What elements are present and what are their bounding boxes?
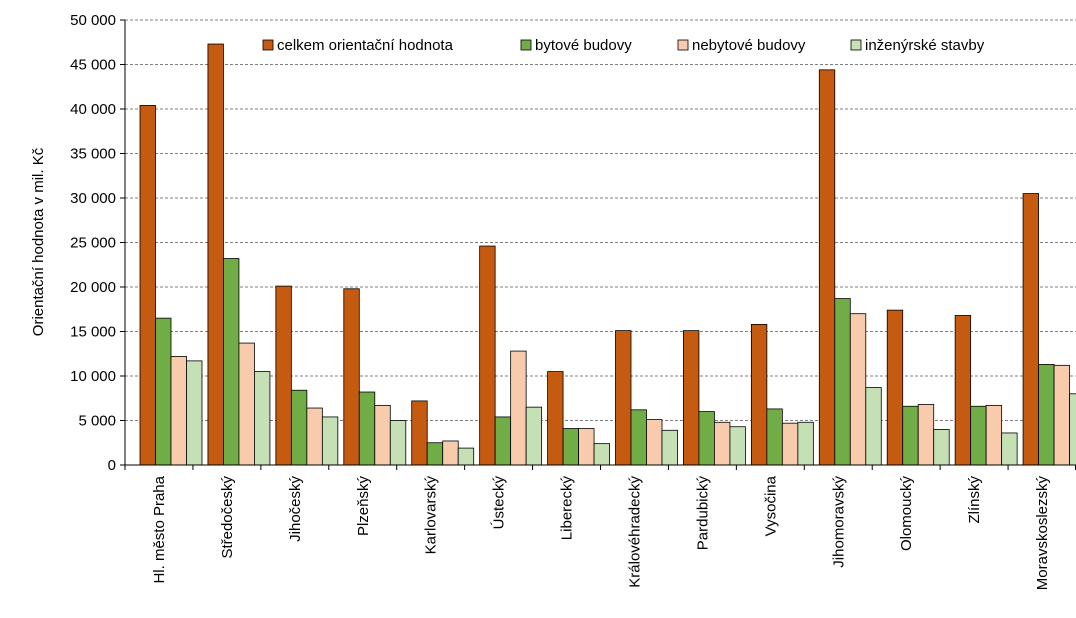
bar-4: [865, 387, 882, 466]
bar-4: [457, 447, 475, 466]
bar-1: [683, 330, 700, 466]
bar-4: [933, 428, 950, 466]
bar-2: [358, 391, 376, 466]
bar-3: [985, 404, 1003, 466]
bar-3: [170, 356, 187, 466]
y-tick-labels: 0 5 000 10 000 15 000 20 000 25 000 30 000 35 0…: [70, 12, 116, 474]
bar-1: [207, 43, 224, 466]
bar-1: [275, 285, 292, 466]
bar-4: [729, 426, 746, 466]
bar-3: [238, 342, 255, 466]
legend-swatch: [677, 39, 689, 51]
bar-1: [615, 330, 632, 466]
x-category-labels: Hl. město Praha Středočeský Jihočeský Plzeň…: [151, 475, 1051, 590]
bar-2: [698, 411, 715, 466]
x-category-label: Královéhradecký: [626, 476, 643, 588]
y-tick-label: 50 000: [70, 12, 116, 29]
x-category-label: Olomoucký: [898, 476, 915, 552]
bar-2: [426, 442, 444, 466]
bar-3: [306, 407, 323, 466]
legend-label: celkem orientační hodnota: [277, 37, 454, 54]
bar-3: [510, 350, 527, 466]
x-category-label: Zlínský: [966, 476, 983, 524]
bar-4: [389, 420, 407, 466]
legend-label: nebytové budovy: [692, 37, 806, 54]
y-tick-label: 45 000: [70, 57, 116, 74]
bar-2: [290, 389, 308, 466]
bar-1: [547, 371, 564, 466]
x-category-label: Středočeský: [219, 476, 236, 559]
y-tick-label: 25 000: [70, 235, 116, 252]
y-tick-label: 0: [108, 457, 116, 474]
bar-4: [1001, 432, 1018, 466]
y-tick-label: 20 000: [70, 279, 116, 296]
x-category-label: Vysočina: [762, 475, 779, 536]
y-tick-label: 10 000: [70, 368, 116, 385]
bar-3: [374, 404, 391, 466]
bar-2: [902, 405, 919, 466]
legend-swatch: [850, 39, 862, 51]
y-tick-label: 30 000: [70, 190, 116, 207]
bar-2: [155, 317, 172, 466]
y-tick-label: 40 000: [70, 101, 116, 118]
x-category-label: Plzeňský: [355, 476, 372, 537]
bar-4: [661, 429, 678, 466]
x-category-label: Karlovarský: [423, 476, 440, 555]
x-category-label: Ústecký: [491, 476, 508, 530]
bar-2: [834, 298, 851, 466]
y-tick-label: 15 000: [70, 324, 116, 341]
bar-3: [646, 419, 663, 466]
bar-2: [562, 428, 579, 466]
bar-4: [186, 360, 203, 466]
y-tick-label: 5 000: [78, 413, 116, 430]
legend-label: bytové budovy: [535, 37, 632, 54]
bar-2: [1038, 364, 1055, 466]
bar-1: [1022, 193, 1039, 466]
bar-4: [1069, 393, 1076, 466]
y-axis-title: Orientační hodnota v mil. Kč: [30, 147, 47, 336]
x-category-label: Hl. město Praha: [151, 475, 168, 583]
axes: [120, 19, 1076, 470]
bar-1: [411, 400, 428, 466]
bar-3: [442, 440, 459, 466]
bar-2: [630, 409, 647, 466]
bar-4: [593, 443, 610, 466]
bar-2: [223, 258, 240, 466]
bar-3: [578, 428, 595, 466]
bar-2: [766, 408, 783, 466]
y-tick-label: 35 000: [70, 146, 116, 163]
bar-4: [797, 421, 814, 466]
legend-label: inženýrské stavby: [865, 37, 985, 54]
bar-3: [917, 404, 935, 466]
bar-3: [781, 422, 799, 466]
bar-3: [714, 421, 731, 466]
legend-swatch: [262, 39, 274, 51]
bar-3: [849, 313, 867, 466]
legend-swatch: [520, 39, 532, 51]
x-category-label: Jihomoravský: [830, 476, 847, 568]
x-category-label: Pardubický: [694, 476, 711, 551]
bar-3: [1053, 364, 1070, 466]
bar-4: [254, 371, 271, 466]
bar-2: [970, 405, 987, 466]
bar-1: [139, 105, 156, 466]
legend: celkem orientační hodnota bytové budovy ne…: [262, 37, 985, 54]
x-category-label: Jihočeský: [287, 476, 304, 542]
bar-4: [525, 406, 543, 466]
bar-1: [818, 69, 836, 466]
bar-1: [479, 245, 496, 466]
bar-4: [321, 416, 339, 466]
bar-1: [343, 288, 360, 466]
bar-1: [886, 309, 904, 466]
bar-2: [494, 416, 512, 466]
bar-1: [750, 323, 768, 466]
bar-1: [954, 315, 972, 466]
x-category-label: Moravskoslezský: [1034, 476, 1051, 591]
bars: [139, 43, 1076, 466]
gridlines: [125, 19, 1076, 421]
x-category-label: Liberecký: [559, 476, 576, 541]
